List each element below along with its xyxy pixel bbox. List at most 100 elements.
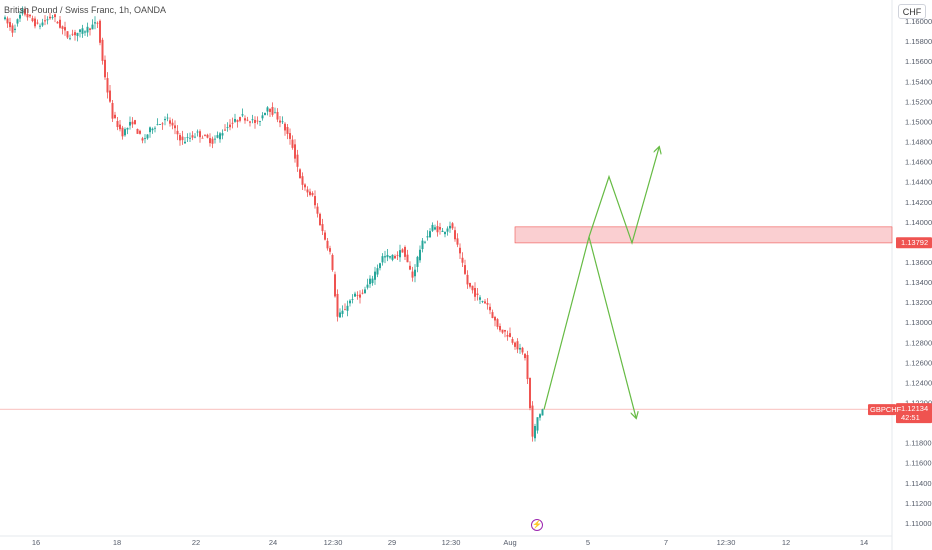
bearish-projection (588, 236, 636, 418)
candle (109, 85, 111, 103)
candle-body (284, 123, 286, 131)
candle (434, 224, 436, 231)
candle (541, 408, 544, 416)
candle-body (21, 8, 24, 14)
candle-body (151, 128, 154, 131)
candle (14, 24, 16, 33)
candle-body (231, 122, 234, 124)
candle (411, 266, 414, 282)
candle-body (301, 176, 304, 185)
symbol-tag-text: GBPCHF (870, 405, 902, 414)
candle (489, 303, 491, 315)
candle-body (479, 297, 481, 300)
candle-body (174, 125, 176, 129)
candle-body (471, 285, 474, 291)
candle-body (539, 414, 541, 418)
candle (264, 112, 266, 116)
candle (199, 129, 201, 143)
candle-body (321, 224, 324, 232)
candle (436, 220, 439, 237)
zone-price-tag: 1.13792 (896, 237, 932, 249)
candle-body (139, 130, 141, 134)
candle-body (419, 249, 421, 261)
candle-body (56, 21, 59, 24)
candle-body (184, 141, 186, 144)
candle (301, 172, 304, 190)
lightning-icon[interactable]: ⚡ (531, 519, 543, 531)
candle (104, 55, 106, 80)
candle-body (266, 107, 269, 112)
candle-body (411, 271, 414, 278)
y-tick-label: 1.13600 (905, 258, 932, 267)
candle-body (396, 254, 399, 256)
candle (29, 14, 31, 18)
candle-body (516, 341, 519, 350)
candle-body (319, 213, 321, 226)
candle (34, 16, 36, 29)
candle (206, 133, 209, 139)
candle-body (206, 134, 209, 138)
candle-body (79, 29, 81, 32)
candle-body (336, 293, 339, 317)
candle-body (104, 59, 106, 78)
candle-body (486, 303, 489, 305)
candle (99, 19, 101, 46)
candle (449, 221, 451, 233)
candle-body (16, 19, 19, 24)
candle-body (494, 317, 496, 321)
candle-body (41, 22, 44, 26)
candle (84, 30, 86, 36)
candle (371, 275, 374, 286)
current-price-tag-bg (896, 403, 932, 424)
candle-body (76, 32, 79, 36)
candle (124, 127, 126, 137)
currency-badge[interactable]: CHF (898, 4, 926, 19)
y-tick-label: 1.12200 (905, 399, 932, 408)
candle-body (464, 265, 466, 274)
candle (321, 218, 324, 235)
candle (146, 134, 149, 140)
candle (16, 18, 19, 27)
current-price-tag-text: 42:51 (901, 413, 920, 422)
candle (311, 191, 314, 197)
candle (336, 289, 339, 322)
y-tick-label: 1.11800 (905, 439, 932, 448)
candle (46, 16, 49, 25)
candle-body (429, 231, 431, 238)
candle (74, 29, 76, 41)
candle-body (484, 301, 486, 304)
y-tick-label: 1.11200 (905, 499, 932, 508)
candle-body (459, 247, 461, 254)
candle (159, 124, 161, 125)
candle-body (216, 135, 219, 138)
candle-body (326, 240, 329, 249)
candle (11, 23, 14, 37)
candle-body (264, 112, 266, 115)
candle-body (306, 189, 309, 193)
candle-body (526, 354, 529, 380)
x-tick-label: 14 (860, 538, 868, 547)
candle-body (169, 120, 171, 124)
candle-body (131, 121, 134, 125)
candle-body (339, 312, 341, 318)
candle (79, 29, 81, 38)
candle (21, 6, 24, 16)
candle-body (244, 118, 246, 121)
y-tick-label: 1.13000 (905, 318, 932, 327)
candle (339, 308, 341, 318)
candle (196, 129, 199, 137)
candle-body (159, 124, 161, 125)
candle (91, 19, 94, 30)
candle (461, 252, 464, 268)
candle-body (181, 136, 184, 141)
candle (166, 113, 169, 122)
candle-body (211, 138, 214, 144)
candle (529, 377, 531, 411)
candle-body (191, 135, 194, 138)
candle (464, 259, 466, 275)
candle-body (196, 131, 199, 133)
candle (409, 261, 411, 271)
x-tick-label: 18 (113, 538, 121, 547)
